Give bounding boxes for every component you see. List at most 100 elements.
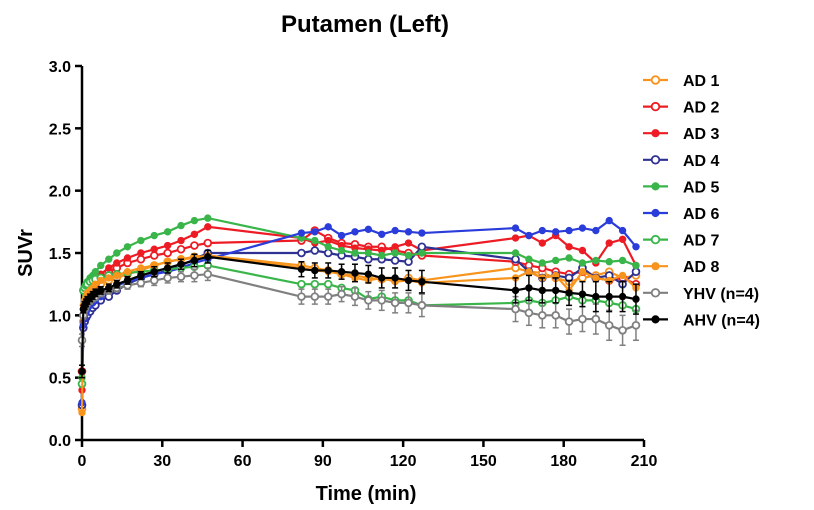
legend-swatch-marker bbox=[650, 234, 661, 245]
chart-title: Putamen (Left) bbox=[281, 11, 449, 38]
data-point bbox=[297, 229, 306, 237]
data-point bbox=[150, 245, 158, 253]
data-point bbox=[551, 256, 560, 265]
data-point bbox=[578, 246, 587, 255]
data-point bbox=[204, 223, 212, 231]
data-point bbox=[364, 225, 373, 234]
legend-item: AD 6 bbox=[643, 206, 720, 223]
legend-swatch-marker bbox=[650, 75, 661, 85]
data-point bbox=[364, 254, 373, 264]
data-point bbox=[538, 226, 547, 235]
data-point bbox=[364, 270, 373, 278]
series-layer bbox=[77, 214, 641, 417]
data-point bbox=[592, 292, 600, 301]
data-point bbox=[618, 271, 627, 280]
data-point bbox=[591, 314, 601, 324]
data-point bbox=[391, 243, 399, 251]
data-point bbox=[190, 241, 199, 250]
data-point bbox=[565, 254, 573, 262]
data-point bbox=[417, 301, 427, 310]
data-point bbox=[177, 236, 185, 245]
data-point bbox=[310, 292, 320, 301]
data-point bbox=[137, 249, 145, 257]
data-point bbox=[150, 268, 158, 276]
legend-label: AD 4 bbox=[683, 153, 720, 170]
x-tick-label: 60 bbox=[234, 453, 252, 470]
data-point bbox=[364, 296, 373, 305]
data-point bbox=[149, 251, 159, 260]
data-point bbox=[578, 224, 587, 232]
series-9 bbox=[78, 249, 640, 379]
legend-item: AD 7 bbox=[643, 233, 720, 250]
data-point bbox=[190, 271, 199, 280]
data-point bbox=[377, 296, 387, 305]
data-point bbox=[203, 269, 213, 279]
data-point bbox=[604, 321, 614, 330]
data-point bbox=[525, 284, 533, 292]
data-point bbox=[525, 231, 533, 240]
legend-label: AD 6 bbox=[683, 206, 720, 223]
data-point bbox=[631, 321, 641, 330]
data-point bbox=[632, 261, 640, 270]
data-point bbox=[97, 261, 105, 270]
x-tick-label: 0 bbox=[78, 453, 87, 470]
legend-swatch-marker bbox=[651, 182, 660, 191]
data-point bbox=[351, 228, 359, 236]
data-point bbox=[391, 249, 399, 257]
data-point bbox=[324, 266, 332, 275]
data-point bbox=[337, 268, 346, 276]
legend-swatch-marker bbox=[650, 101, 661, 112]
data-point bbox=[538, 311, 547, 320]
data-point bbox=[190, 216, 199, 225]
data-point bbox=[511, 254, 520, 264]
data-point bbox=[78, 408, 86, 417]
data-point bbox=[137, 264, 145, 272]
data-point bbox=[97, 276, 105, 285]
data-point bbox=[91, 268, 100, 276]
legend-label: AHV (n=4) bbox=[683, 312, 760, 329]
data-point bbox=[323, 292, 333, 301]
data-point bbox=[404, 298, 413, 308]
data-point bbox=[177, 260, 185, 268]
legend: AD 1 AD 2 AD 3 AD 4 AD 5 AD 6 AD 7 AD 8 YHV (n=4… bbox=[643, 73, 760, 329]
legend-label: AD 2 bbox=[683, 100, 720, 117]
data-point bbox=[113, 271, 121, 280]
data-point bbox=[351, 269, 359, 277]
data-point bbox=[565, 243, 573, 251]
data-point bbox=[378, 230, 386, 239]
data-point bbox=[592, 226, 600, 235]
data-point bbox=[418, 229, 426, 237]
data-point bbox=[418, 249, 426, 257]
data-point bbox=[578, 314, 587, 324]
data-point bbox=[177, 221, 185, 230]
data-point bbox=[123, 243, 132, 251]
data-point bbox=[105, 264, 113, 272]
data-point bbox=[351, 249, 359, 257]
data-point bbox=[311, 266, 319, 275]
x-tick-label: 150 bbox=[470, 453, 497, 470]
series-line bbox=[80, 273, 637, 341]
data-point bbox=[364, 249, 373, 257]
data-point bbox=[163, 228, 172, 236]
data-point bbox=[163, 248, 172, 258]
legend-label: AD 3 bbox=[683, 126, 720, 143]
data-point bbox=[324, 243, 332, 251]
legend-item: AD 8 bbox=[643, 259, 720, 276]
data-point bbox=[378, 251, 386, 260]
data-point bbox=[323, 279, 333, 289]
axes: 0.0 0.5 1.0 1.5 2.0 2.5 3.0 0 30 60 90 120 150 180 210 bbox=[49, 59, 658, 470]
data-point bbox=[551, 311, 560, 320]
data-point bbox=[525, 268, 533, 276]
data-point bbox=[391, 274, 399, 282]
data-point bbox=[105, 284, 113, 292]
data-point bbox=[378, 274, 386, 282]
data-point bbox=[123, 254, 132, 262]
data-point bbox=[190, 230, 199, 239]
y-tick-label: 3.0 bbox=[49, 59, 71, 76]
data-point bbox=[404, 257, 413, 267]
data-point bbox=[418, 277, 426, 286]
legend-label: AD 5 bbox=[683, 179, 720, 196]
data-point bbox=[578, 268, 587, 276]
data-point bbox=[324, 236, 332, 245]
